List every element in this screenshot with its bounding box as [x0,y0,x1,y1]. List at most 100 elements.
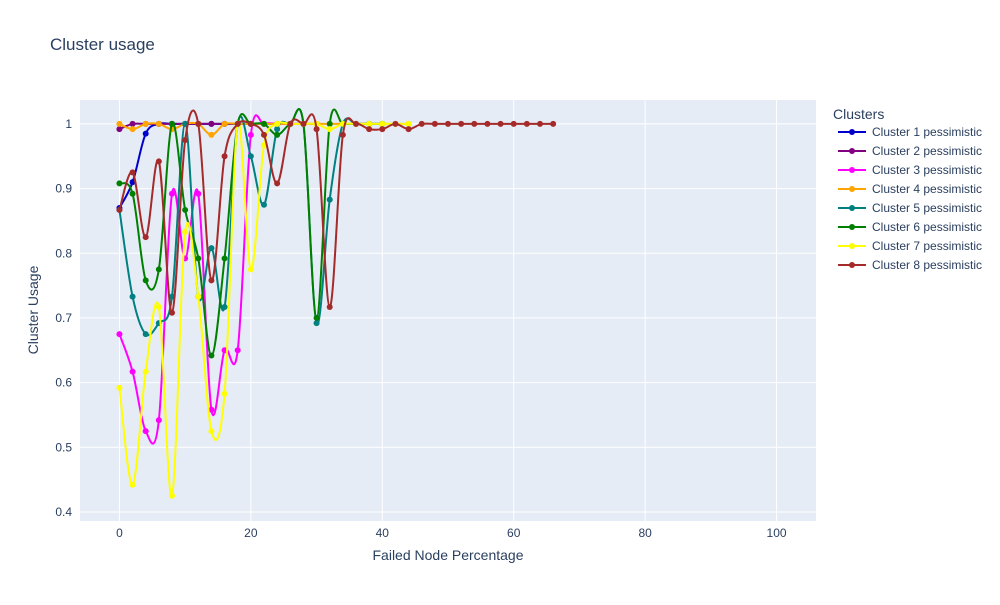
data-point [116,206,123,213]
data-point [366,120,373,127]
series-line [118,121,409,497]
data-point [234,347,241,354]
data-point [129,481,136,488]
data-point [510,120,517,127]
x-tick-label: 20 [244,526,258,540]
data-point [155,158,162,165]
chart-title: Cluster usage [50,35,155,54]
data-point [208,120,215,127]
data-point [142,130,149,137]
data-point [392,120,399,127]
legend-label[interactable]: Cluster 6 pessimistic [872,220,982,234]
data-point [155,266,162,273]
y-tick-label: 0.4 [55,505,72,519]
data-point [195,293,202,300]
data-point [379,120,386,127]
data-point [247,131,254,138]
legend-label[interactable]: Cluster 2 pessimistic [872,144,982,158]
data-point [431,120,438,127]
data-point [550,120,557,127]
data-point [366,126,373,133]
data-point [326,303,333,310]
y-tick-label: 0.7 [55,311,72,325]
legend-marker[interactable] [849,148,855,154]
data-point [274,120,281,127]
data-point [313,314,320,321]
data-point [116,126,123,133]
legend-label[interactable]: Cluster 5 pessimistic [872,201,982,215]
data-point [129,169,136,176]
data-point [471,120,478,127]
legend-marker[interactable] [849,224,855,230]
y-tick-label: 0.6 [55,376,72,390]
data-point [129,190,136,197]
legend-label[interactable]: Cluster 7 pessimistic [872,239,982,253]
data-point [247,266,254,273]
data-point [169,309,175,316]
data-point [313,320,320,327]
data-point [326,196,333,203]
data-point [208,428,215,435]
data-point [142,234,149,241]
y-tick-label: 1 [65,117,72,131]
data-point [129,120,136,127]
data-point [182,206,189,213]
data-point [326,126,333,133]
data-point [116,180,123,187]
data-point [208,131,215,138]
legend-marker[interactable] [849,262,855,268]
data-point [405,126,412,133]
data-point [234,120,241,127]
data-point [353,120,359,127]
legend-label[interactable]: Cluster 8 pessimistic [872,258,982,272]
legend-label[interactable]: Cluster 3 pessimistic [872,163,982,177]
data-point [208,406,215,413]
data-point [445,120,451,127]
legend-marker[interactable] [849,205,855,211]
x-axis-title: Failed Node Percentage [373,547,524,563]
data-point [208,245,215,252]
y-tick-label: 0.5 [55,440,72,454]
data-point [116,331,123,338]
legend-marker[interactable] [849,167,855,173]
x-tick-label: 100 [767,526,787,540]
data-point [274,126,281,133]
x-tick-label: 40 [376,526,390,540]
legend-marker[interactable] [849,129,855,135]
data-point [339,131,346,138]
data-point [221,390,228,397]
data-point [129,293,136,300]
data-point [129,368,136,375]
legend-label[interactable]: Cluster 1 pessimistic [872,125,982,139]
data-point [221,153,228,160]
data-point [418,120,425,127]
data-point [142,277,149,284]
data-point [523,120,530,127]
data-point [195,120,202,127]
data-point [142,428,149,435]
data-point [274,180,281,187]
data-point [287,120,294,127]
y-tick-label: 0.9 [55,182,72,196]
data-point [261,131,267,138]
data-point [116,120,123,127]
data-point [313,126,320,133]
data-point [208,277,215,284]
data-point [169,190,175,197]
data-point [155,303,162,310]
data-point [221,120,228,127]
data-point [537,120,543,127]
data-point [221,255,228,262]
data-point [155,417,162,424]
data-point [405,120,412,127]
data-point [169,492,175,499]
data-point [247,153,254,160]
legend-title: Clusters [833,106,884,122]
data-point [182,137,189,144]
legend-marker[interactable] [849,186,855,192]
legend-label[interactable]: Cluster 4 pessimistic [872,182,982,196]
legend-marker[interactable] [849,243,855,249]
data-point [142,120,149,127]
data-point [155,120,162,127]
